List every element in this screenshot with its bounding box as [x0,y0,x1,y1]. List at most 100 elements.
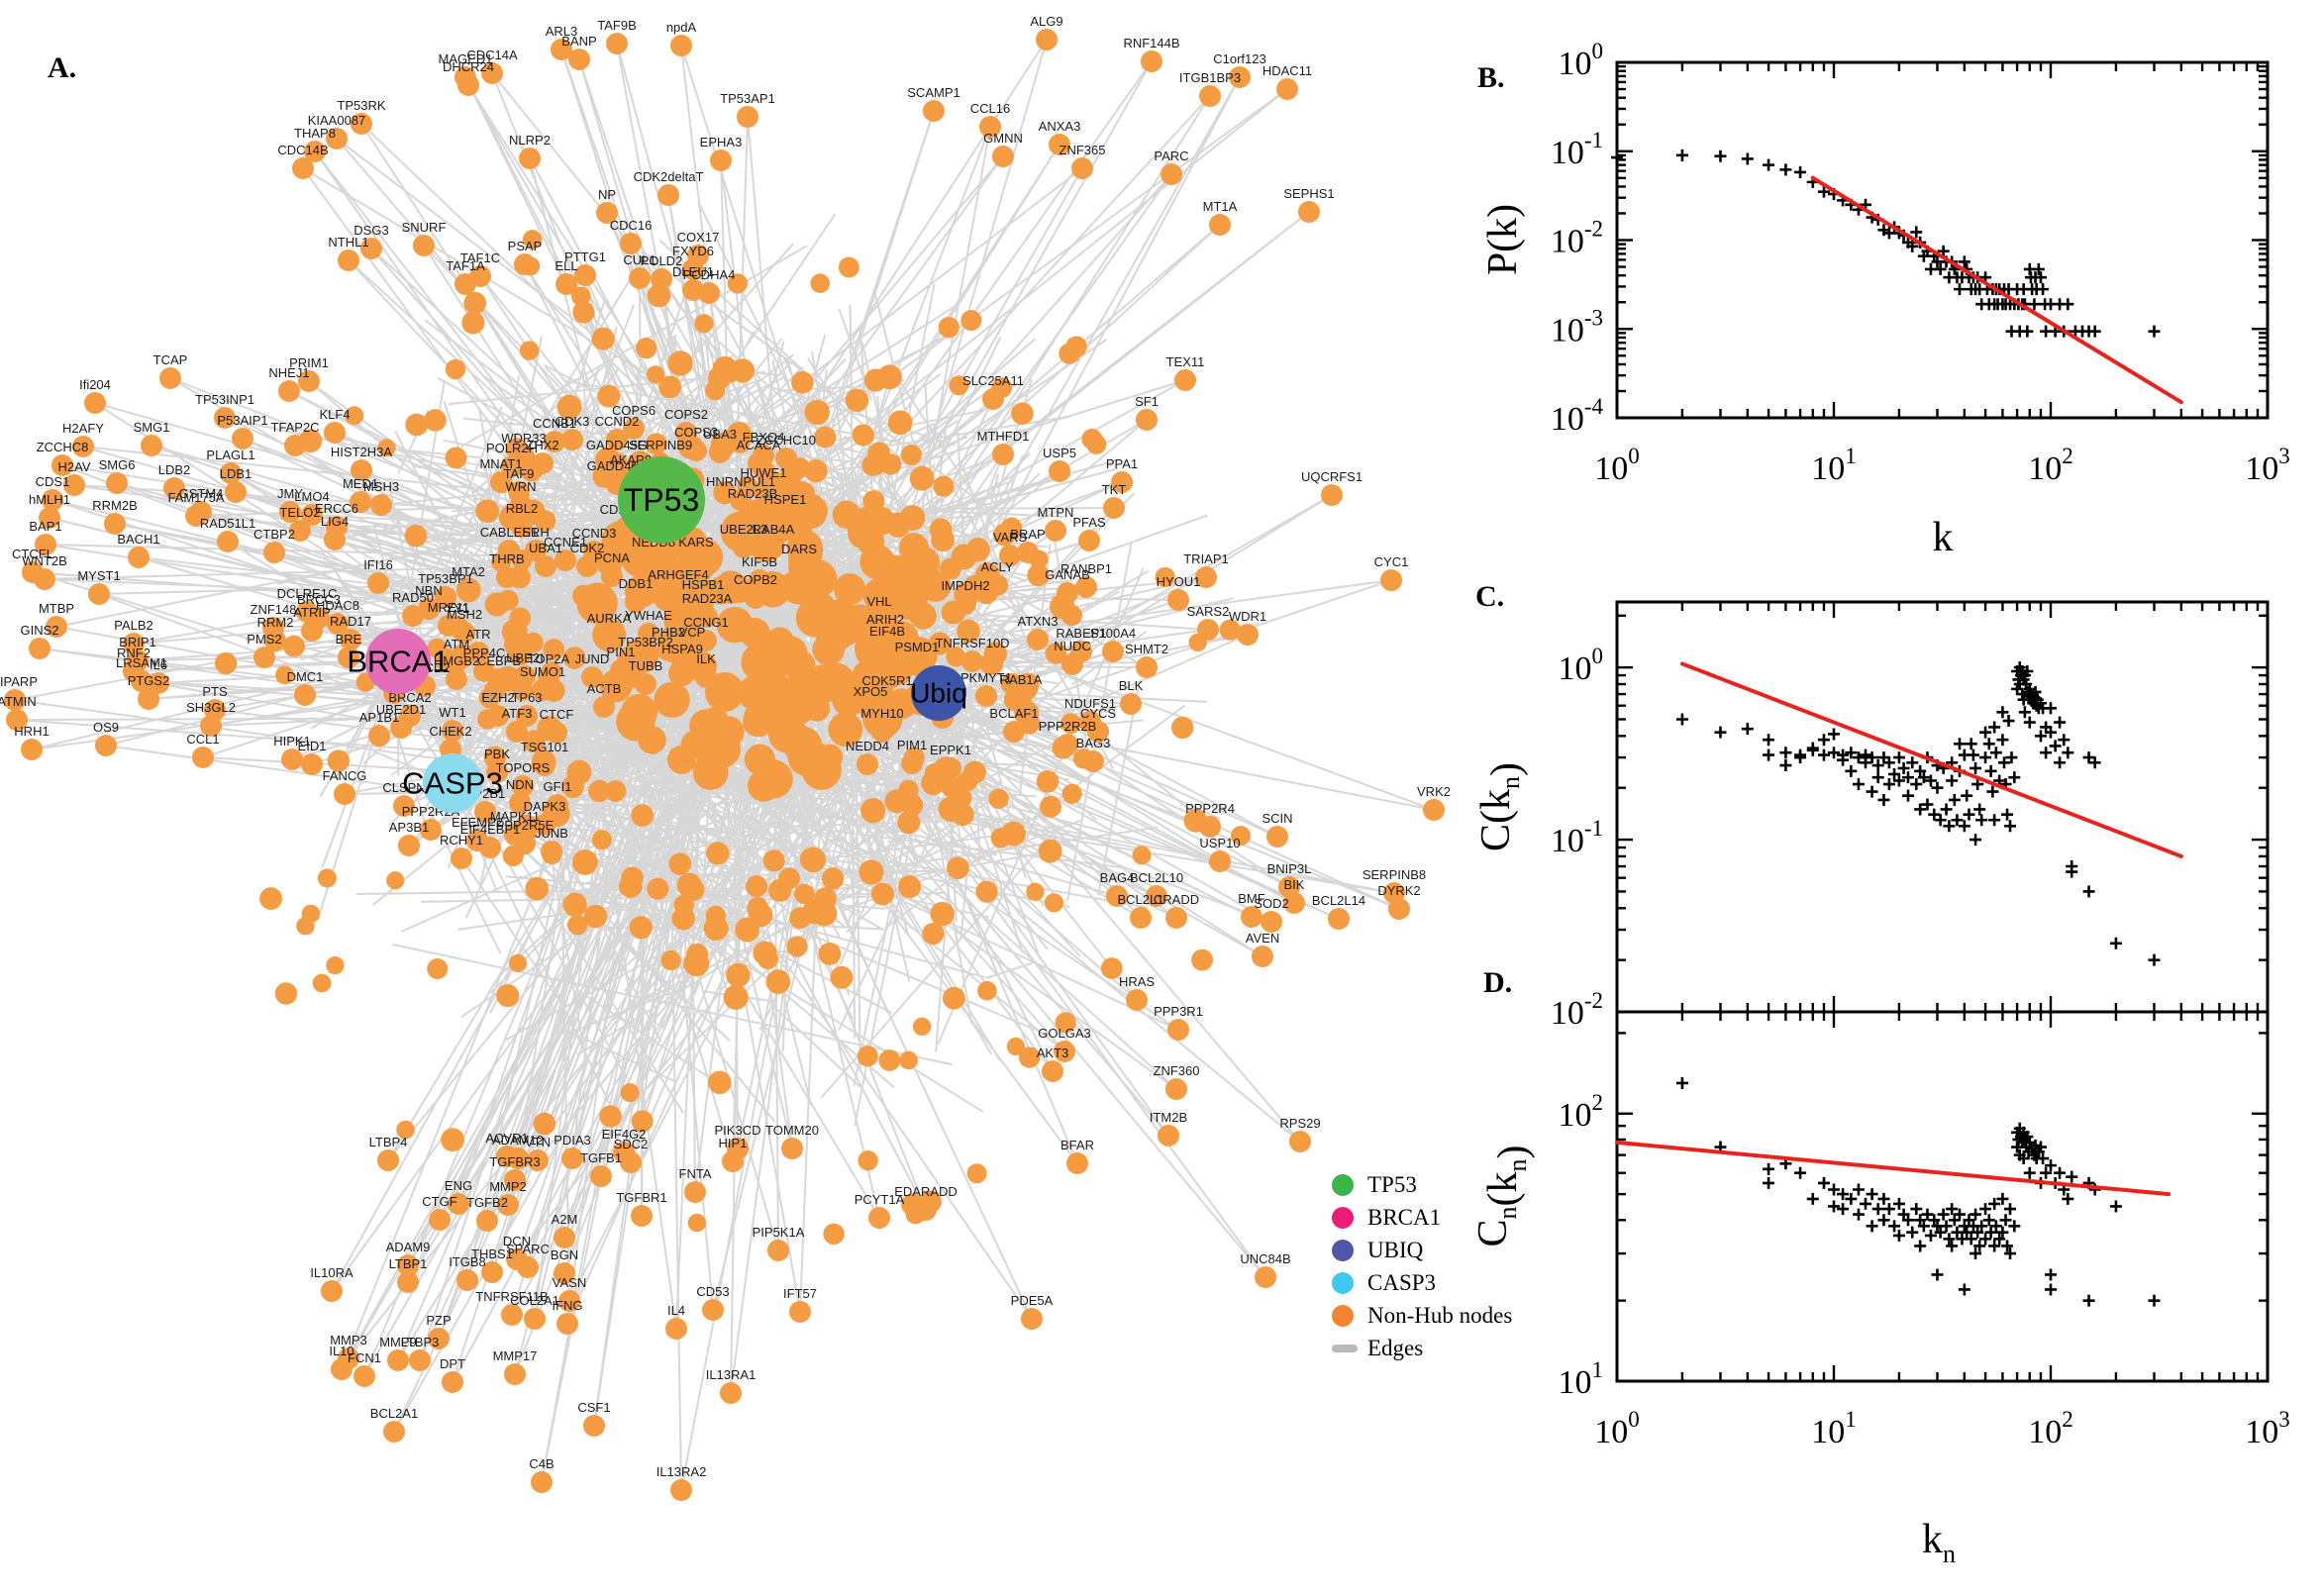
network-node [814,426,837,449]
network-node-label: RAD23B [728,486,778,501]
network-node [501,455,523,477]
network-node [506,721,528,743]
network-edge [730,727,819,1394]
network-node [635,649,656,671]
network-node-label: CDS1 [36,474,70,489]
network-node [338,647,359,668]
network-node-label: HSPE1 [764,492,807,507]
network-node [789,907,812,930]
network-node [498,540,520,561]
network-node [625,591,647,613]
network-node [324,529,346,550]
network-node [928,632,952,655]
network-node-label: NDUFS1 [1064,696,1116,711]
network-node-label: PCDHA4 [683,267,736,282]
network-node [635,673,656,695]
network-node-label: IFNG [552,1298,582,1313]
network-edge [593,653,703,1427]
network-node [599,1105,622,1128]
network-node-label: KIF5B [742,554,777,569]
network-node [386,871,405,890]
network-node [138,688,159,710]
data-point [1741,152,1754,165]
network-node [501,1304,523,1326]
network-node [1078,530,1100,551]
network-node-label: WDR33 [501,431,547,446]
data-point [1860,756,1871,769]
network-node-label: EIF4G2 [602,1127,647,1142]
network-node-label: WNT2B [22,553,67,568]
axis-tick-label: 101 [1811,444,1857,487]
network-node [733,537,755,558]
network-node-label: ATXN3 [1018,614,1059,629]
axis-tick-label: 10-1 [1551,816,1603,859]
network-node-label: SERPINB8 [1363,867,1426,882]
network-node-label: MYST1 [77,568,120,583]
network-node-label: RAD50 [392,590,434,605]
network-node [1141,50,1162,72]
network-node [574,264,596,286]
network-edge [666,650,682,1491]
network-node-label: SCAMP1 [907,85,960,100]
network-edge [276,499,662,585]
network-node [737,106,758,128]
network-node [572,301,595,324]
network-node [804,399,831,426]
data-point [1940,1220,1953,1233]
network-node [429,1209,451,1231]
network-node-label: SDC2 [614,1137,649,1151]
network-node-label: SMG6 [99,457,136,472]
network-node [606,33,628,54]
network-node-label: ARL3 [546,24,578,39]
network-node [351,459,372,481]
network-node [479,837,501,858]
network-node-label: LTBP1 [389,1256,428,1271]
network-node-label: CDK5R1 [861,673,912,688]
network-node-label: BFAR [1060,1138,1094,1152]
network-node [326,955,345,975]
network-node-label: TSG101 [521,740,568,754]
network-node [1010,687,1032,709]
network-node-label: TNFRSF11B [475,1289,548,1304]
network-node [696,743,723,769]
data-point [2045,702,2057,715]
network-node [405,413,429,437]
network-node [638,726,666,754]
network-node [899,1050,918,1070]
network-node [556,1313,578,1335]
network-node-label: GFI1 [544,779,572,794]
network-node-label: SMG1 [134,420,170,435]
data-point [1940,803,1953,816]
network-node [185,505,207,527]
network-node [1036,770,1060,793]
data-point [1984,1226,1997,1239]
network-node-label: DLEU1 [672,264,714,279]
data-point [1852,778,1865,791]
network-node-label: AKT3 [1037,1046,1069,1060]
network-node [1174,369,1196,391]
network-node-label: TGFB1 [580,1150,622,1165]
data-point [2062,1192,2074,1205]
network-node-label: IL4 [667,1303,685,1318]
network-edge [331,707,754,1292]
axis-title: P(k) [1480,204,1526,275]
network-node-label: WDR1 [1229,609,1266,624]
data-point [1901,789,1914,802]
data-point [1892,751,1905,764]
legend-label: CASP3 [1367,1269,1437,1295]
data-point [1877,1214,1890,1227]
network-node-label: ACTB [587,681,622,696]
network-node [383,1421,405,1443]
network-node [220,462,242,484]
network-node [131,670,152,692]
network-node [63,474,85,496]
network-node [486,761,508,783]
network-node-label: PTS [202,684,228,699]
network-node [51,454,73,476]
data-point [2021,1131,2034,1144]
network-node-label: GSTM4 [179,486,224,501]
network-node-label: MT1A [1203,199,1238,214]
network-node [788,556,810,578]
network-node-label: TRIAP1 [1183,551,1229,566]
network-node-label: MYH10 [860,706,903,721]
